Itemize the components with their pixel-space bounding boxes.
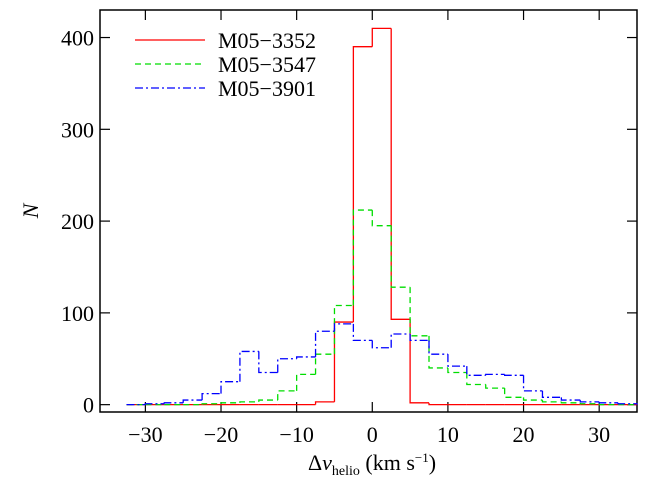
y-tick-label: 200	[61, 209, 94, 234]
histogram-step	[295, 356, 316, 359]
histogram-step	[314, 353, 335, 375]
x-tick-label: −10	[279, 422, 313, 447]
histogram-step	[333, 304, 354, 355]
y-axis-label: N	[18, 202, 43, 219]
histogram-step	[163, 402, 184, 404]
histogram-step	[541, 400, 562, 403]
histogram-step	[220, 402, 240, 404]
histogram-step	[371, 340, 392, 349]
histogram-step	[201, 403, 222, 405]
y-tick-label: 100	[61, 301, 94, 326]
histogram-step	[503, 374, 524, 376]
histogram-step	[522, 375, 543, 392]
histogram-step	[617, 402, 638, 405]
x-label-part: v	[322, 450, 332, 475]
histogram-step	[447, 367, 467, 374]
x-tick-label: −20	[204, 422, 238, 447]
histogram-step	[277, 358, 297, 373]
histogram-step	[390, 225, 411, 288]
histogram-step	[314, 401, 335, 405]
histogram-step	[560, 397, 581, 401]
histogram-step	[258, 351, 278, 374]
x-tick-label: −30	[128, 422, 162, 447]
histogram-step	[466, 366, 486, 376]
y-tick-label: 0	[83, 393, 94, 418]
histogram-step	[390, 333, 411, 348]
histogram-step	[220, 381, 240, 394]
histogram-step	[144, 403, 165, 405]
y-tick-label: 300	[61, 117, 94, 142]
histogram-step	[333, 323, 354, 332]
histogram-step	[371, 210, 392, 227]
histogram-step	[333, 321, 354, 402]
x-label-part: helio	[332, 464, 360, 479]
legend-label: M05−3901	[218, 76, 316, 101]
histogram-step	[352, 209, 373, 306]
histogram-step	[428, 402, 448, 406]
histogram-step	[598, 403, 619, 406]
histogram-step	[352, 46, 373, 323]
histogram-step	[409, 319, 430, 404]
plot-frame	[99, 9, 638, 413]
histogram-step	[409, 287, 430, 337]
x-label-part: −1	[415, 450, 429, 465]
histogram-step	[579, 400, 600, 403]
histogram-step	[390, 28, 411, 320]
histogram-step	[352, 323, 373, 342]
histogram-step	[314, 330, 335, 357]
x-label-part: Δ	[308, 450, 322, 475]
histogram-step	[598, 401, 619, 404]
histogram-step	[428, 340, 448, 355]
histogram-step	[201, 392, 222, 401]
x-tick-label: 30	[588, 422, 610, 447]
histogram-step	[485, 373, 505, 376]
histogram-step	[295, 373, 316, 391]
histogram-step	[239, 401, 259, 403]
histogram-step	[560, 401, 581, 404]
histogram-step	[182, 399, 203, 403]
histogram-step	[447, 354, 467, 367]
histogram-step	[485, 384, 505, 389]
histogram-step	[579, 402, 600, 405]
x-label-part: (km s	[360, 450, 415, 475]
histogram-step	[277, 390, 297, 401]
x-tick-label: 20	[513, 422, 535, 447]
histogram-step	[409, 333, 430, 342]
y-tick-label: 400	[61, 26, 94, 51]
histogram-step	[541, 390, 562, 398]
x-tick-label: 0	[367, 422, 378, 447]
histogram-step	[466, 372, 486, 386]
x-axis-label: Δvhelio (km s−1)	[308, 450, 436, 479]
histogram-step	[522, 397, 543, 401]
legend-label: M05−3547	[218, 52, 316, 77]
histogram-step	[239, 350, 259, 382]
histogram-step	[258, 399, 278, 402]
x-label-part: )	[429, 450, 436, 475]
histogram-step	[371, 27, 392, 47]
histogram-step	[428, 335, 448, 369]
legend-label: M05−3352	[218, 28, 316, 53]
histogram-step	[503, 388, 524, 398]
x-tick-label: 10	[437, 422, 459, 447]
